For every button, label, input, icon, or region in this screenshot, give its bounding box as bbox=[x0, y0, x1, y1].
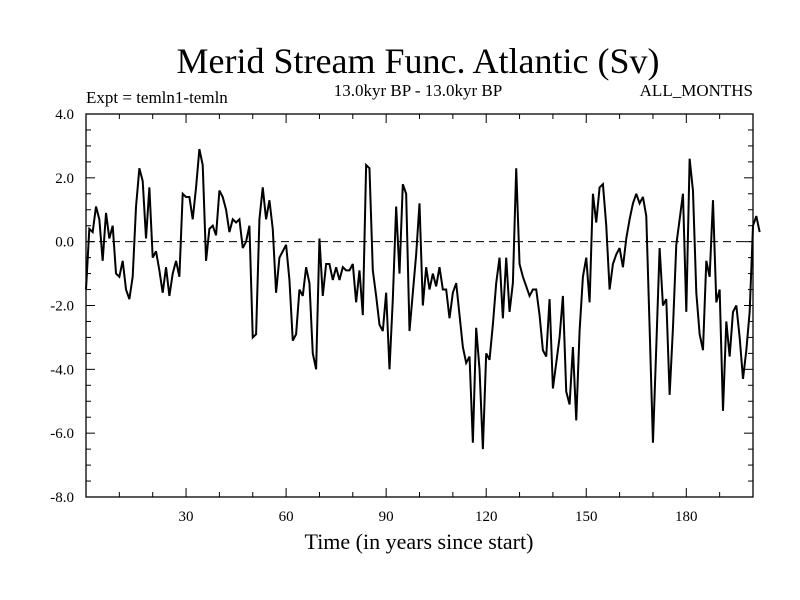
y-tick-label: 4.0 bbox=[55, 107, 74, 123]
x-tick-label: 60 bbox=[279, 509, 294, 525]
y-tick-label: -4.0 bbox=[50, 362, 74, 378]
months-label: ALL_MONTHS bbox=[640, 81, 753, 100]
series-line bbox=[85, 148, 761, 450]
plot-frame bbox=[85, 113, 754, 498]
x-tick-label: 180 bbox=[675, 509, 698, 525]
x-axis-label: Time (in years since start) bbox=[305, 529, 534, 554]
tick-labels-group: 30 60 90 120 150 180 4.0 2.0 0.0 -2.0 -4.0 -6.0 -8.0 bbox=[50, 107, 697, 525]
period-label: 13.0kyr BP - 13.0kyr BP bbox=[334, 81, 502, 100]
y-tick-label: -8.0 bbox=[50, 490, 74, 506]
y-tick-label: -2.0 bbox=[50, 299, 74, 315]
chart-title: Merid Stream Func. Atlantic (Sv) bbox=[177, 41, 660, 81]
x-tick-label: 150 bbox=[575, 509, 598, 525]
series-group bbox=[85, 148, 761, 450]
x-tick-label: 30 bbox=[179, 509, 194, 525]
x-tick-label: 90 bbox=[379, 509, 394, 525]
x-tick-label: 120 bbox=[475, 509, 498, 525]
experiment-label: Expt = temln1-temln bbox=[86, 88, 228, 107]
y-tick-label: 2.0 bbox=[55, 171, 74, 187]
ticks-group bbox=[86, 114, 753, 497]
y-tick-label: 0.0 bbox=[55, 235, 74, 251]
y-tick-label: -6.0 bbox=[50, 426, 74, 442]
